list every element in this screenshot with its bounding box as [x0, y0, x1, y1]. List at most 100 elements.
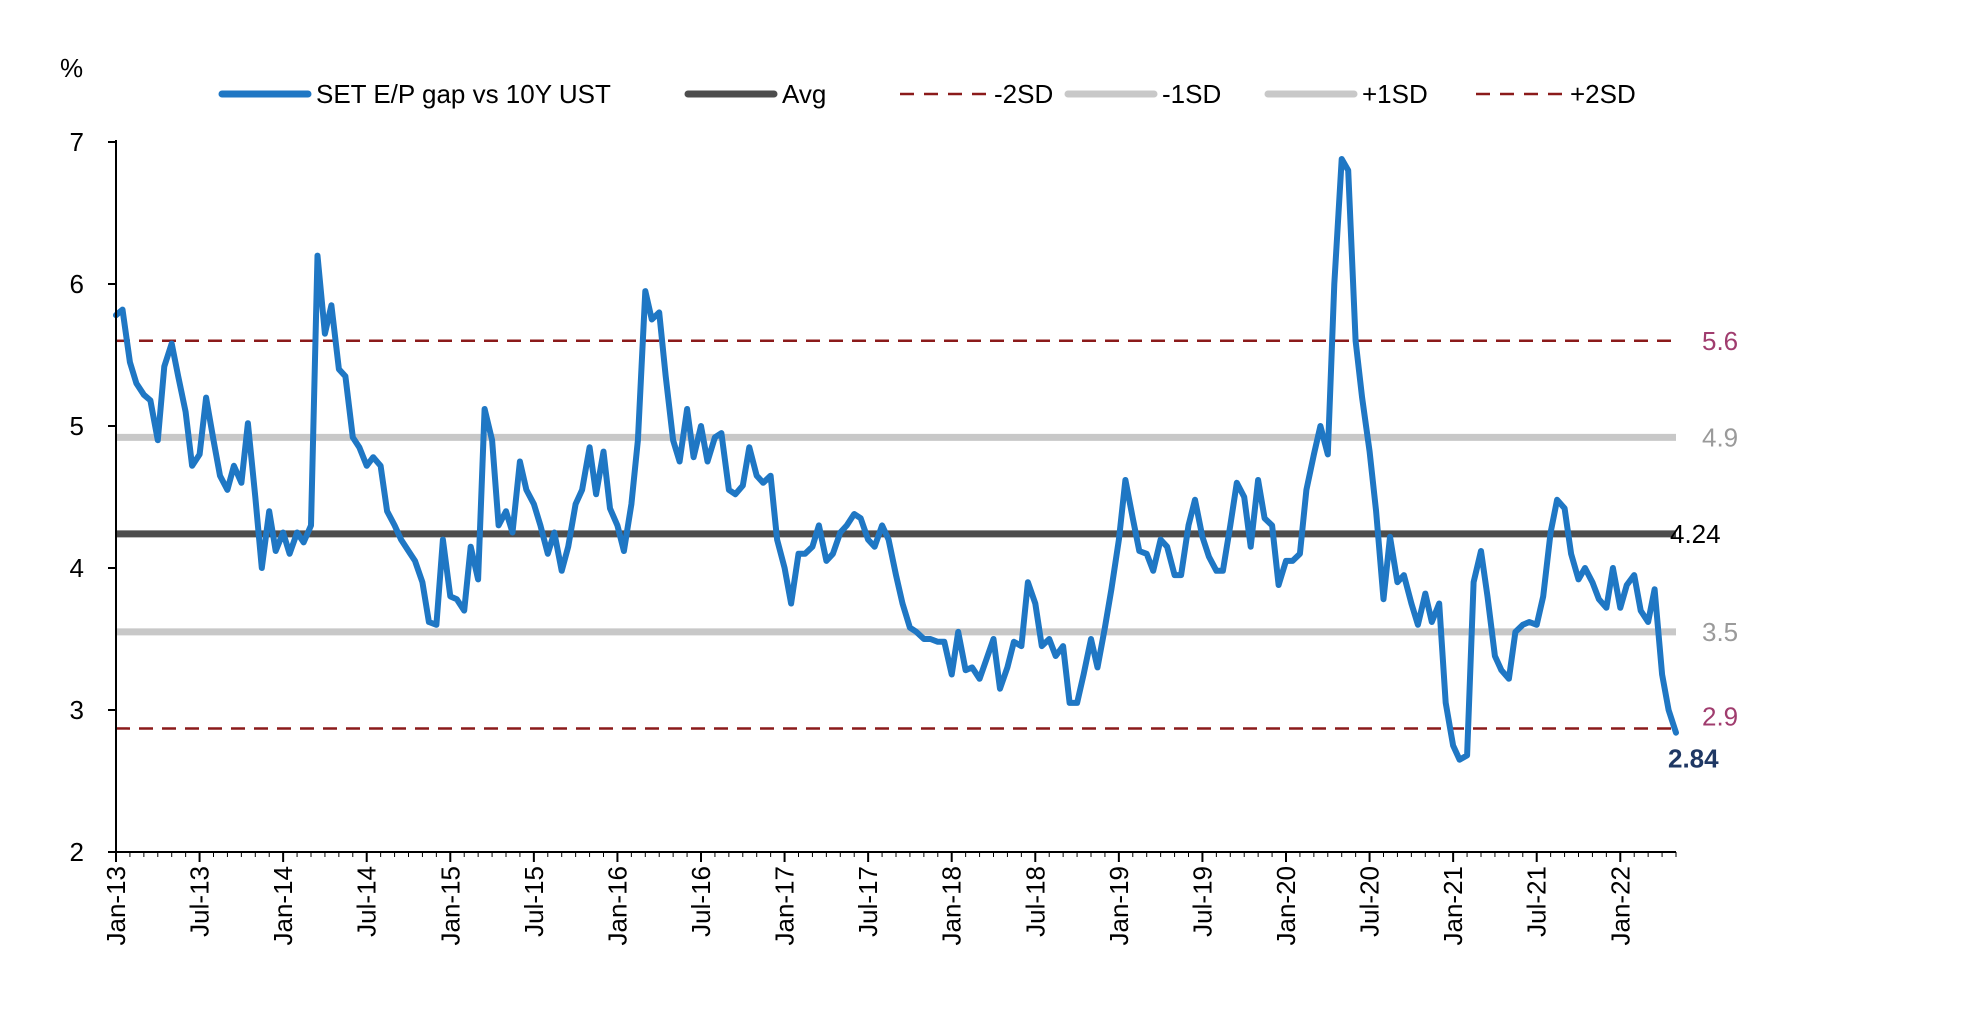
data-point	[268, 510, 271, 513]
data-point	[811, 545, 814, 548]
x-tick-label: Jul-20	[1355, 866, 1385, 937]
data-point	[427, 620, 431, 624]
data-point	[1201, 535, 1204, 538]
data-point	[254, 495, 257, 499]
y-tick-label: 6	[70, 269, 84, 299]
data-point	[1263, 517, 1266, 520]
data-point	[309, 524, 313, 527]
legend-entry: Avg	[684, 79, 826, 109]
data-point	[1061, 644, 1065, 648]
data-point	[455, 598, 458, 601]
data-point	[998, 687, 1002, 690]
data-point	[1444, 701, 1447, 705]
data-point	[511, 531, 514, 534]
data-point	[1159, 538, 1162, 541]
data-point	[156, 439, 159, 442]
data-point	[435, 623, 438, 626]
data-point	[1660, 673, 1664, 676]
reference-labels: 5.6 4.9 4.24 3.5 2.9 2.84	[1668, 326, 1738, 774]
data-point	[1096, 666, 1099, 669]
ref-value-label: 4.9	[1702, 422, 1738, 452]
data-point	[1040, 644, 1044, 648]
data-point	[413, 559, 417, 563]
data-point	[1605, 606, 1608, 609]
data-point	[1451, 744, 1455, 747]
data-point	[351, 436, 354, 439]
data-point	[1117, 538, 1121, 541]
data-point	[288, 552, 291, 555]
data-point	[1138, 549, 1141, 553]
x-tick-label: Jan-21	[1438, 866, 1468, 946]
x-tick-label: Jan-19	[1104, 866, 1134, 946]
data-point	[789, 602, 793, 605]
data-point	[1277, 583, 1280, 587]
data-point	[1089, 637, 1093, 641]
data-point	[671, 439, 675, 442]
x-tick-label: Jul-21	[1522, 866, 1552, 937]
data-point	[1667, 708, 1670, 712]
data-point	[630, 502, 633, 506]
data-point	[1633, 573, 1636, 577]
legend-entry: -1SD	[1064, 79, 1221, 109]
data-point	[1521, 623, 1525, 626]
data-point	[1145, 552, 1148, 555]
data-point	[1333, 282, 1336, 286]
data-point	[281, 531, 285, 534]
data-point	[1597, 598, 1601, 601]
legend-entry: +1SD	[1264, 79, 1428, 109]
data-point	[1388, 535, 1392, 538]
data-point	[226, 488, 229, 492]
y-tick-label: 3	[70, 695, 84, 725]
data-point	[198, 453, 201, 456]
y-tick-label: 4	[70, 553, 84, 583]
last-value-label: 2.84	[1668, 744, 1719, 774]
data-point	[525, 488, 528, 492]
data-point	[880, 524, 884, 527]
ref-value-label: 2.9	[1702, 701, 1738, 731]
data-point	[128, 360, 132, 364]
data-point	[539, 524, 542, 527]
data-point	[602, 450, 605, 453]
data-point	[1555, 498, 1559, 501]
data-point	[316, 254, 319, 257]
legend-label: SET E/P gap vs 10Y UST	[316, 79, 611, 109]
data-point	[1165, 545, 1169, 548]
data-point	[1215, 569, 1218, 572]
data-point	[1646, 620, 1650, 624]
legend-entry: +2SD	[1476, 79, 1636, 109]
data-point	[1131, 517, 1135, 520]
data-point	[1193, 498, 1197, 501]
data-point	[1472, 581, 1475, 584]
y-tick-label: 7	[70, 127, 84, 157]
data-point	[594, 493, 598, 496]
ref-value-label: 3.5	[1702, 617, 1738, 647]
data-point	[1639, 609, 1642, 612]
data-point	[553, 531, 556, 534]
data-point	[163, 365, 166, 368]
data-point	[567, 545, 570, 548]
data-point	[755, 474, 758, 477]
data-point	[887, 538, 890, 541]
data-point	[1291, 559, 1294, 563]
data-point	[483, 407, 486, 411]
data-point	[1438, 602, 1441, 605]
data-point	[385, 510, 389, 513]
data-point	[825, 559, 828, 563]
data-point	[1486, 595, 1489, 598]
data-point	[762, 481, 765, 484]
data-point	[1583, 566, 1587, 570]
data-point	[1068, 701, 1071, 705]
data-point	[727, 488, 731, 492]
data-point	[839, 531, 842, 534]
data-point	[1187, 524, 1190, 527]
data-point	[1465, 754, 1469, 757]
x-tick-label: Jan-15	[435, 866, 465, 946]
data-point	[713, 436, 717, 439]
data-point	[636, 439, 640, 442]
data-point	[1110, 588, 1113, 591]
legend: SET E/P gap vs 10Y UST Avg -2SD -1SD +1SD +2S…	[218, 79, 1636, 109]
data-point	[365, 464, 368, 467]
legend-label: +2SD	[1570, 79, 1636, 109]
legend-entry: SET E/P gap vs 10Y UST	[218, 79, 611, 109]
